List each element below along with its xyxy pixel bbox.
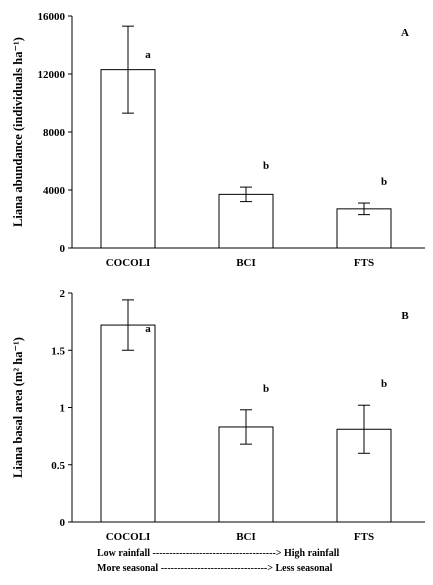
category-label: COCOLI [106,531,151,543]
y-tick-label: 0 [60,517,66,529]
bar-bci [218,426,274,523]
bar-cocoli [100,324,156,523]
panel-label: A [401,27,409,39]
category-label: COCOLI [106,257,151,269]
bar-bci [218,193,274,249]
significance-letter: a [145,49,151,61]
significance-letter: a [145,323,151,335]
y-tick-label: 0 [60,243,66,255]
y-tick-label: 12000 [38,69,66,81]
y-tick-label: 4000 [43,185,66,197]
category-label: FTS [354,531,374,543]
y-tick-label: 0.5 [51,460,65,472]
significance-letter: b [263,160,269,172]
y-axis-label: Liana basal area (m² ha⁻¹) [11,337,25,478]
category-label: FTS [354,257,374,269]
y-axis-label: Liana abundance (individuals ha⁻¹) [11,37,25,227]
panel-label: B [401,310,409,322]
gradient-rainfall-label: Low rainfall ---------------------------… [97,548,339,559]
y-tick-label: 8000 [43,127,66,139]
panel-a: 0 4000 8000 12000 16000 Liana abundance (indi… [11,11,425,269]
y-tick-label: 16000 [38,11,66,23]
significance-letter: b [263,383,269,395]
panel-b: 0 0.5 1 1.5 2 Liana basal area (m² ha⁻¹) Ba COC… [11,288,425,543]
category-label: BCI [236,531,256,543]
category-label: BCI [236,257,256,269]
y-tick-label: 1 [60,403,66,415]
gradient-seasonality-label: More seasonal --------------------------… [97,563,333,574]
y-tick-label: 1.5 [51,345,65,357]
y-tick-label: 2 [60,288,66,300]
bar-fts [336,208,392,249]
significance-letter: b [381,378,387,390]
significance-letter: b [381,176,387,188]
